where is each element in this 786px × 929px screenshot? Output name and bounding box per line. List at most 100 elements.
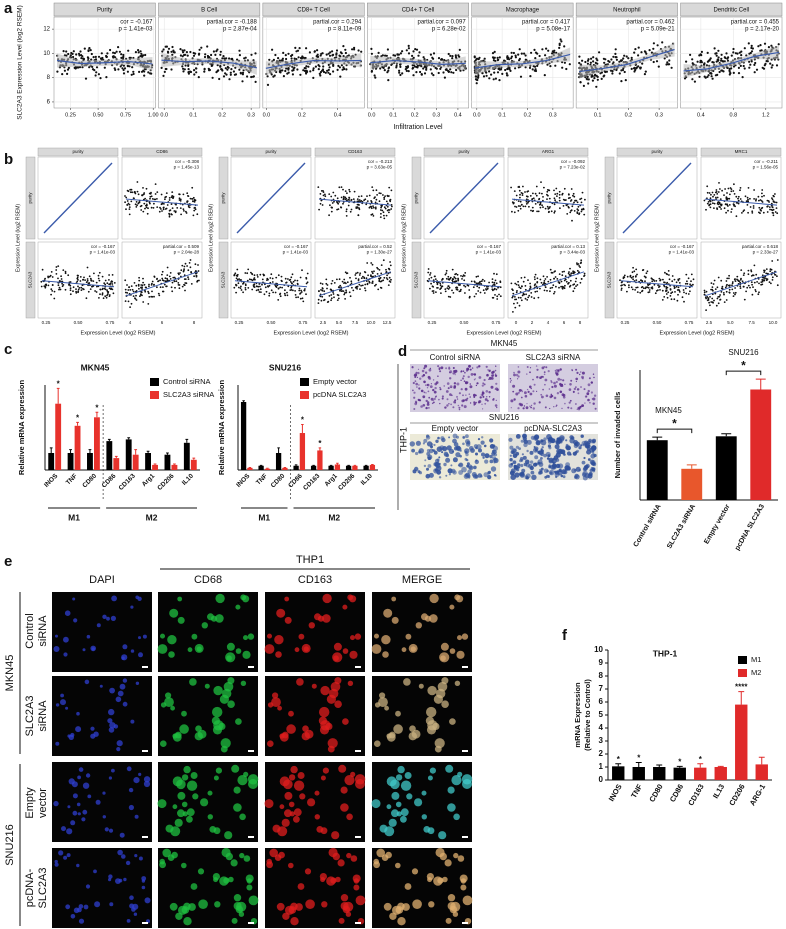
scatter-texture: [59, 287, 61, 289]
facet-title: SLC2A3: [607, 271, 612, 288]
error-bar: [656, 765, 662, 767]
scatter-texture: [180, 207, 182, 209]
scatter-texture: [84, 48, 86, 50]
scatter-texture: [688, 293, 690, 295]
scatter-texture: [176, 280, 178, 282]
cell-texture: [495, 388, 497, 390]
scatter-texture: [706, 185, 708, 187]
scatter-texture: [743, 274, 745, 276]
scatter-texture: [676, 286, 678, 288]
scatter-texture: [184, 282, 186, 284]
scatter-texture: [562, 286, 564, 288]
scatter-texture: [761, 279, 763, 281]
cell-texture: [552, 462, 554, 464]
scatter-texture: [321, 190, 323, 192]
scatter-texture: [108, 279, 110, 281]
cell-texture: [448, 403, 449, 404]
x-tick-label: 0.0: [473, 112, 481, 118]
scatter-texture: [733, 292, 735, 294]
scatter-texture: [594, 75, 596, 77]
scatter-texture: [655, 292, 657, 294]
scatter-texture: [302, 69, 304, 71]
scatter-texture: [451, 290, 453, 292]
error-bar: [677, 766, 683, 767]
cell-texture: [429, 449, 434, 454]
y-tick-label: 5: [599, 710, 604, 719]
cell-texture: [415, 452, 418, 455]
scatter-texture: [658, 66, 660, 68]
scatter-texture: [322, 204, 324, 206]
scatter-texture: [123, 65, 125, 67]
scatter-texture: [363, 277, 365, 279]
scatter-texture: [104, 288, 106, 290]
scatter-texture: [536, 186, 538, 188]
scatter-texture: [519, 197, 521, 199]
annotation: p = 5.08e-17: [536, 27, 571, 33]
y-tick-label: 2: [599, 749, 604, 758]
scatter-texture: [237, 279, 239, 281]
scatter-texture: [649, 49, 651, 51]
scatter-texture: [758, 291, 760, 293]
cell-texture: [418, 387, 420, 389]
cell-texture: [556, 381, 558, 383]
scatter-texture: [748, 42, 750, 44]
scatter-texture: [544, 74, 546, 76]
scatter-texture: [387, 210, 389, 212]
scatter-texture: [400, 52, 402, 54]
cell-texture: [586, 392, 589, 395]
scatter-texture: [94, 290, 96, 292]
scatter-texture: [376, 199, 378, 201]
x-tick-label: IL10: [181, 472, 195, 486]
scatter-texture: [564, 62, 566, 64]
x-axis-label: Infiltration Level: [393, 124, 442, 131]
scatter-texture: [307, 66, 309, 68]
scatter-texture: [631, 286, 633, 288]
scatter-texture: [386, 271, 388, 273]
cell-texture: [525, 395, 528, 398]
cell-texture: [417, 377, 418, 378]
scatter-texture: [534, 283, 536, 285]
cell-texture: [275, 651, 282, 658]
scatter-texture: [445, 272, 447, 274]
annotation: p = 7.23e-02: [560, 165, 586, 170]
scatter-texture: [654, 284, 656, 286]
error-bar: [147, 451, 150, 453]
scatter-texture: [653, 61, 655, 63]
bar: [265, 469, 270, 470]
cell-texture: [513, 372, 515, 374]
scatter-texture: [640, 279, 642, 281]
scatter-texture: [187, 269, 189, 271]
cell-texture: [495, 370, 497, 372]
scatter-texture: [526, 195, 528, 197]
cell-texture: [577, 389, 579, 391]
scatter-texture: [63, 50, 65, 52]
scatter-texture: [624, 275, 626, 277]
scatter-texture: [141, 295, 143, 297]
scatter-texture: [331, 54, 333, 56]
scatter-texture: [708, 59, 710, 61]
scatter-texture: [169, 276, 171, 278]
scatter-texture: [748, 67, 750, 69]
scatter-texture: [572, 290, 574, 292]
cell-texture: [106, 617, 110, 621]
cell-texture: [188, 647, 193, 652]
cell-texture: [459, 455, 462, 458]
scatter-texture: [77, 275, 79, 277]
scatter-texture: [129, 206, 131, 208]
scatter-texture: [521, 192, 523, 194]
scatter-texture: [339, 290, 341, 292]
error-bar: [69, 450, 72, 453]
scatter-texture: [622, 57, 624, 59]
scatter-texture: [515, 55, 517, 57]
scatter-texture: [674, 287, 676, 289]
scatter-texture: [165, 46, 167, 48]
cell-texture: [588, 390, 590, 392]
scatter-texture: [564, 285, 566, 287]
scatter-texture: [452, 72, 454, 74]
scatter-texture: [521, 299, 523, 301]
scatter-texture: [511, 211, 513, 213]
row-label: vector: [37, 788, 49, 818]
cell-texture: [195, 644, 204, 653]
scatter-texture: [561, 67, 563, 69]
error-bar: [134, 450, 137, 455]
